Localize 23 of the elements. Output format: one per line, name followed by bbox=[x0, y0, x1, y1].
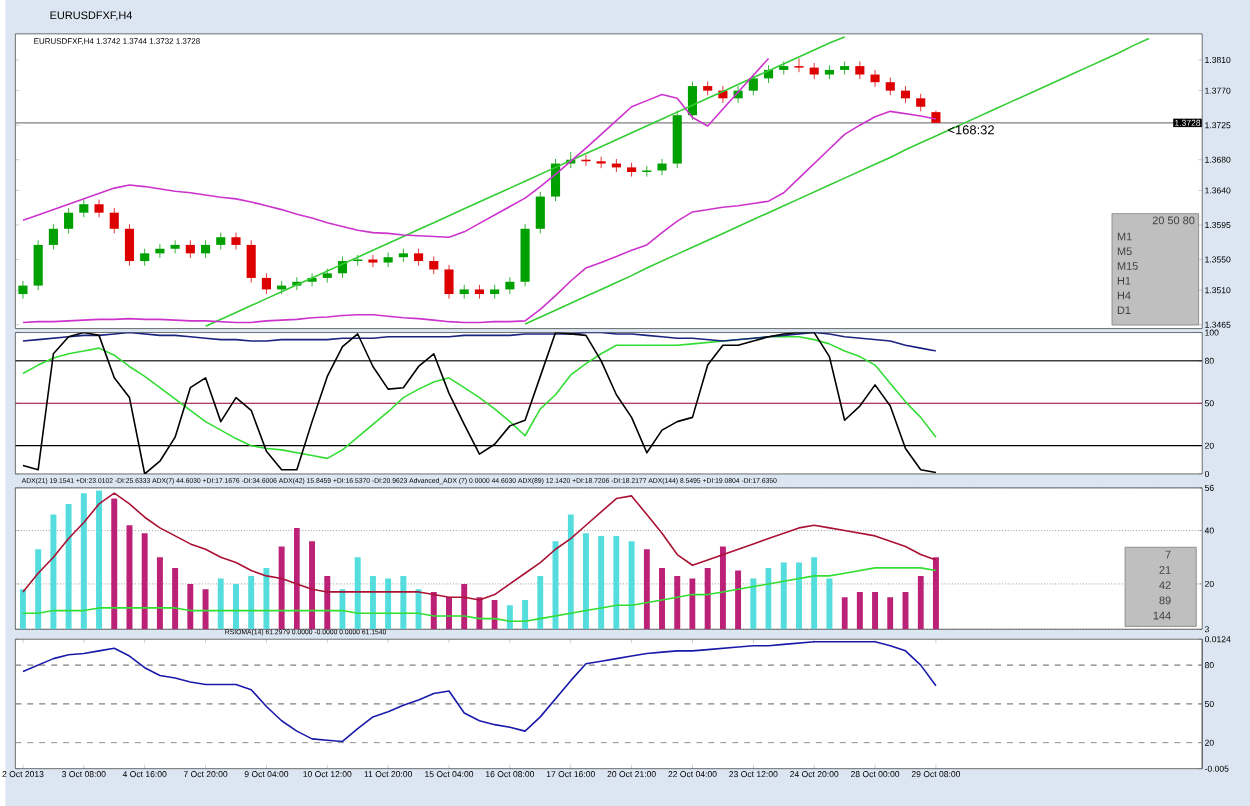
candlestick bbox=[368, 254, 378, 268]
candlestick bbox=[505, 276, 515, 295]
candlestick bbox=[687, 80, 698, 120]
candlestick bbox=[246, 239, 256, 283]
candlestick bbox=[535, 191, 545, 234]
candlestick bbox=[794, 57, 804, 73]
candlestick bbox=[642, 165, 652, 177]
candlestick bbox=[383, 251, 393, 268]
candlestick bbox=[840, 60, 850, 75]
candlestick bbox=[109, 207, 119, 234]
candlestick bbox=[261, 272, 271, 295]
candlestick bbox=[870, 69, 880, 87]
candlestick bbox=[398, 248, 408, 262]
candlestick bbox=[48, 223, 58, 250]
candlestick bbox=[94, 198, 104, 218]
candlestick bbox=[657, 158, 667, 176]
candlestick bbox=[444, 264, 454, 299]
candlestick bbox=[170, 239, 180, 254]
candlestick bbox=[231, 231, 241, 250]
candlestick bbox=[64, 207, 74, 234]
candlestick bbox=[18, 280, 28, 299]
candlestick bbox=[33, 239, 43, 291]
candlestick bbox=[124, 223, 135, 266]
